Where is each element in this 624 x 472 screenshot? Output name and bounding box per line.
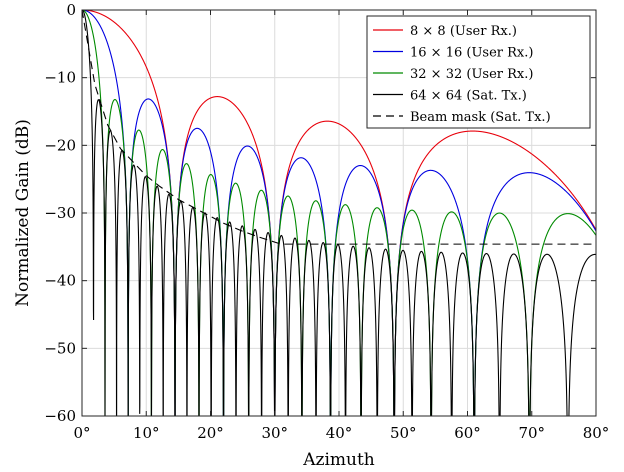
x-tick-label: 60° (454, 424, 481, 442)
x-tick-label: 50° (390, 424, 417, 442)
x-tick-label: 20° (197, 424, 224, 442)
legend-entry: 64 × 64 (Sat. Tx.) (410, 89, 527, 104)
y-tick-label: −50 (44, 339, 76, 357)
y-axis-title: Normalized Gain (dB) (13, 119, 33, 307)
legend: 8 × 8 (User Rx.) 16 × 16 (User Rx.) 32 × 3… (366, 15, 591, 129)
x-tick-label: 40° (326, 424, 353, 442)
y-tick-label: −10 (44, 69, 76, 87)
series-lines (82, 10, 596, 416)
tick-labels: 0° 10° 20° 30° 40° 50° 60° 70° 80° 0 −10 −20 −30 −40 −… (44, 1, 609, 442)
y-tick-label: −20 (44, 136, 76, 154)
x-axis-title: Azimuth (302, 450, 375, 470)
legend-entry: 32 × 32 (User Rx.) (410, 67, 533, 82)
series-line (82, 10, 596, 416)
series-line (82, 10, 596, 416)
legend-entry: 16 × 16 (User Rx.) (410, 46, 533, 61)
x-tick-label: 0° (73, 424, 90, 442)
x-tick-label: 70° (518, 424, 545, 442)
series-line (82, 10, 596, 245)
y-tick-label: −60 (44, 407, 76, 425)
legend-entry: 8 × 8 (User Rx.) (410, 24, 517, 39)
legend-entry: Beam mask (Sat. Tx.) (410, 110, 551, 125)
x-tick-label: 80° (583, 424, 610, 442)
x-tick-label: 30° (261, 424, 288, 442)
x-tick-label: 10° (133, 424, 160, 442)
y-tick-label: 0 (66, 1, 76, 19)
y-tick-label: −30 (44, 204, 76, 222)
y-tick-label: −40 (44, 272, 76, 290)
legend-box (366, 15, 591, 129)
series-line (82, 10, 596, 416)
